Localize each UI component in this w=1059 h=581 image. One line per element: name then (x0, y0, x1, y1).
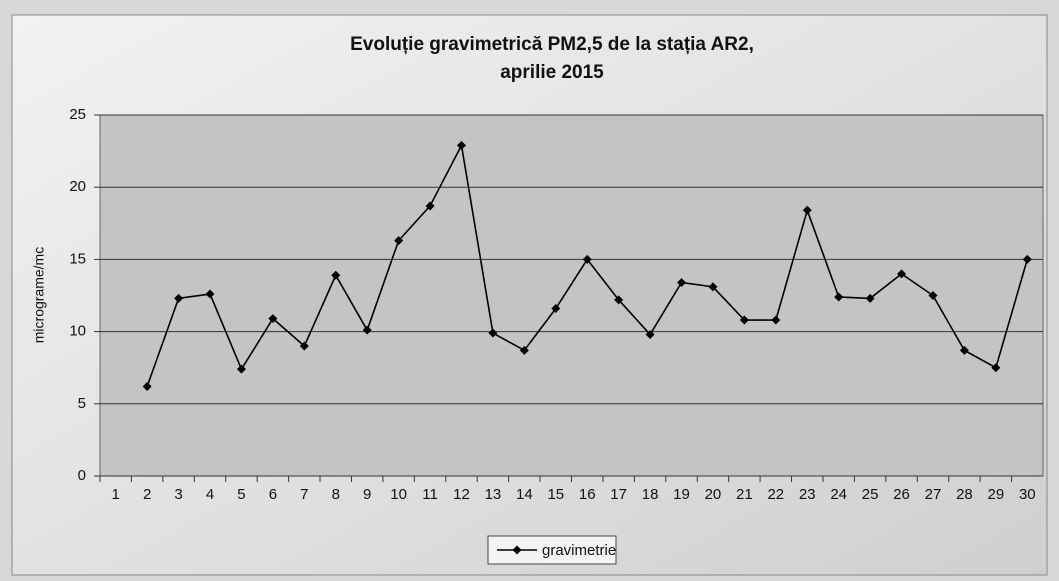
chart-title: Evoluție gravimetrică PM2,5 de la stația… (350, 34, 754, 55)
data-point (394, 236, 404, 246)
data-point (897, 269, 907, 279)
x-tick-label: 17 (610, 486, 627, 503)
data-point (456, 140, 466, 150)
data-point (551, 303, 561, 313)
x-tick-label: 2 (143, 486, 151, 503)
x-tick-label: 27 (925, 486, 942, 503)
x-tick-label: 29 (988, 486, 1005, 503)
x-tick-label: 14 (516, 486, 533, 503)
data-point (928, 291, 938, 300)
x-tick-label: 22 (767, 486, 784, 503)
y-tick-label: 10 (69, 323, 86, 340)
x-tick-label: 12 (453, 486, 470, 503)
data-point (488, 328, 498, 338)
x-tick-label: 18 (642, 486, 659, 503)
x-tick-label: 10 (390, 486, 407, 503)
data-point (614, 295, 624, 305)
data-point (582, 254, 592, 264)
x-tick-label: 8 (332, 486, 340, 503)
data-point (708, 282, 718, 292)
x-tick-label: 11 (422, 486, 438, 503)
x-tick-label: 3 (174, 486, 182, 503)
data-point (205, 289, 215, 299)
x-tick-label: 19 (673, 486, 690, 503)
y-tick-label: 25 (69, 106, 86, 123)
data-point (1022, 254, 1032, 264)
x-tick-label: 1 (112, 486, 120, 503)
y-tick-label: 15 (69, 250, 86, 267)
plot-area (99, 114, 1044, 477)
x-tick-label: 6 (269, 486, 277, 503)
x-tick-label: 9 (363, 486, 371, 503)
data-point (268, 314, 278, 324)
y-tick-label: 20 (69, 178, 86, 195)
x-tick-label: 7 (300, 486, 308, 503)
y-tick-label: 5 (78, 395, 86, 412)
x-tick-label: 16 (579, 486, 596, 503)
data-point (771, 315, 781, 325)
x-tick-label: 28 (956, 486, 973, 503)
data-point (519, 345, 529, 355)
data-point (959, 345, 969, 355)
y-tick-label: 0 (78, 467, 86, 484)
x-tick-label: 13 (485, 486, 502, 503)
x-tick-label: 15 (547, 486, 564, 503)
data-point (834, 292, 844, 302)
data-point (991, 363, 1001, 373)
data-point (331, 270, 341, 280)
data-point (677, 278, 687, 288)
data-point (362, 325, 372, 335)
legend-marker (512, 545, 522, 555)
chart-title: aprilie 2015 (500, 62, 604, 83)
x-tick-label: 20 (705, 486, 722, 503)
x-tick-label: 4 (206, 486, 214, 503)
x-tick-label: 25 (862, 486, 879, 503)
data-point (174, 293, 184, 303)
y-axis-label: micrograme/mc (31, 247, 47, 343)
data-point (645, 329, 655, 339)
x-tick-label: 23 (799, 486, 816, 503)
x-tick-label: 24 (830, 486, 847, 503)
data-point (802, 205, 812, 215)
x-tick-label: 5 (237, 486, 245, 503)
legend-label: gravimetrie (542, 542, 616, 559)
x-tick-label: 30 (1019, 486, 1036, 503)
x-tick-label: 21 (736, 486, 753, 503)
data-point (865, 293, 875, 303)
data-point (739, 315, 749, 325)
data-point (425, 201, 435, 211)
x-tick-label: 26 (893, 486, 910, 503)
data-point (299, 341, 309, 351)
data-point (236, 364, 246, 374)
data-point (142, 381, 152, 391)
